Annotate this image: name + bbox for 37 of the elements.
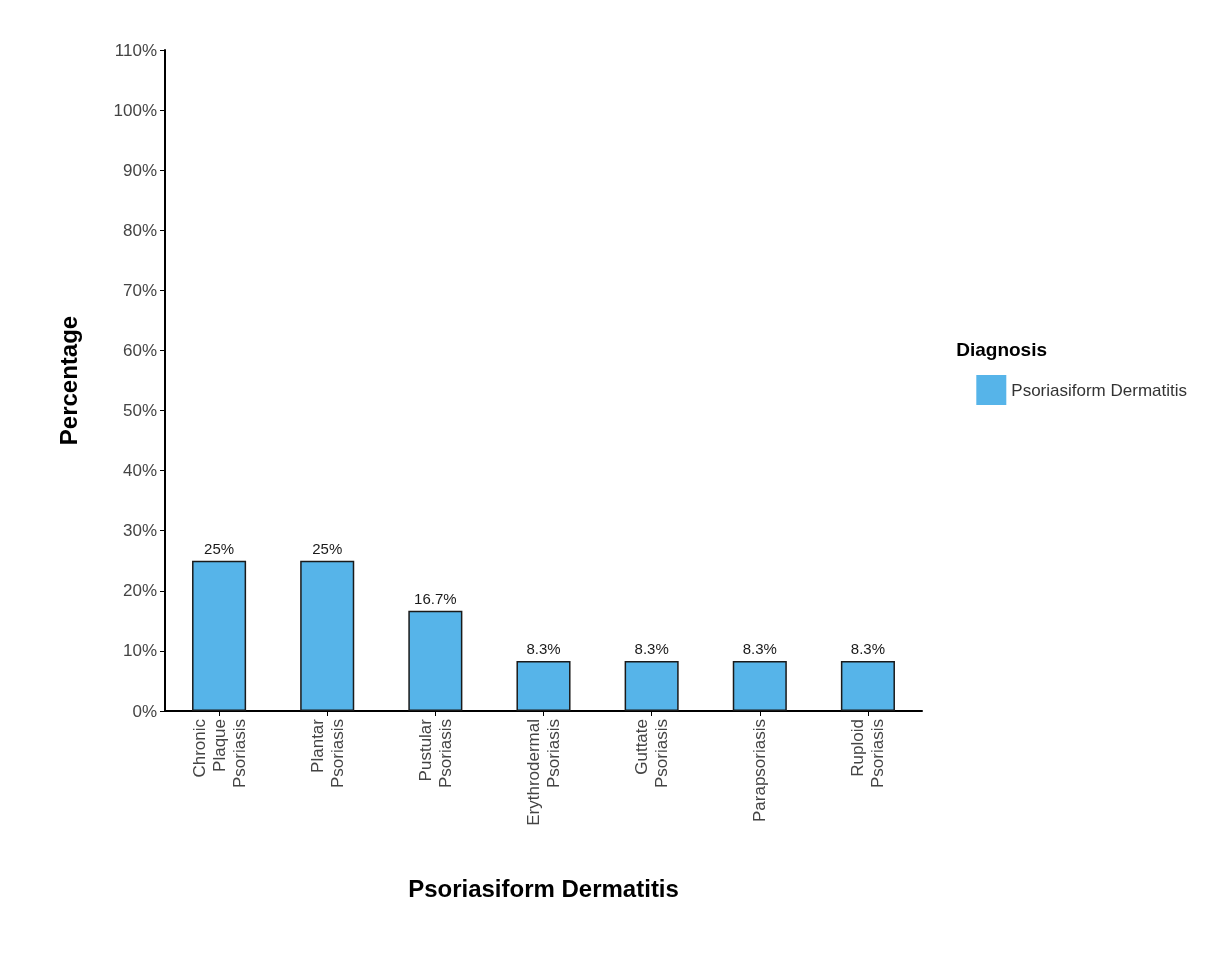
bar (624, 661, 679, 711)
bar (192, 560, 247, 711)
y-tick-label: 90% (122, 160, 157, 180)
bar (732, 661, 787, 711)
y-tick-label: 50% (122, 401, 157, 421)
x-tick-label: Pustular Psoriasis (415, 718, 455, 788)
y-tick-label: 70% (122, 280, 157, 300)
y-axis-title: Percentage (54, 315, 82, 446)
x-tick-label: Ruploid Psoriasis (848, 719, 888, 788)
y-tick-label: 20% (122, 581, 157, 601)
legend-title: Diagnosis (956, 339, 1048, 360)
legend-label: Psoriasiform Dermatitis (1011, 380, 1188, 400)
y-tick-label: 60% (122, 340, 157, 360)
y-tick-label: 30% (122, 521, 157, 541)
bar (300, 560, 355, 711)
data-label: 8.3% (526, 640, 561, 658)
x-tick-label: Parapsoriasis (750, 719, 770, 822)
bar (408, 610, 463, 711)
data-label: 8.3% (634, 640, 669, 658)
y-tick-label: 110% (114, 40, 157, 60)
x-tick-label: Guttate Psoriasis (632, 719, 672, 788)
bar (516, 661, 571, 711)
x-axis-title: Psoriasiform Dermatitis (408, 874, 679, 902)
data-label: 8.3% (742, 640, 777, 658)
x-tick-label: Plantar Psoriasis (307, 718, 347, 788)
data-label: 25% (204, 539, 235, 557)
y-tick-label: 0% (132, 701, 157, 721)
y-tick-label: 80% (122, 220, 157, 240)
data-label: 16.7% (414, 589, 457, 607)
x-tick-label: Chronic Plaque Psoriasis (189, 718, 249, 788)
x-tick-label: Erythrodermal Psoriasis (524, 719, 563, 826)
data-label: 25% (312, 539, 343, 557)
y-tick-label: 10% (122, 641, 157, 661)
y-tick-label: 100% (113, 100, 157, 120)
bar (840, 661, 895, 711)
data-label: 8.3% (850, 640, 886, 658)
y-tick-label: 40% (122, 461, 157, 481)
